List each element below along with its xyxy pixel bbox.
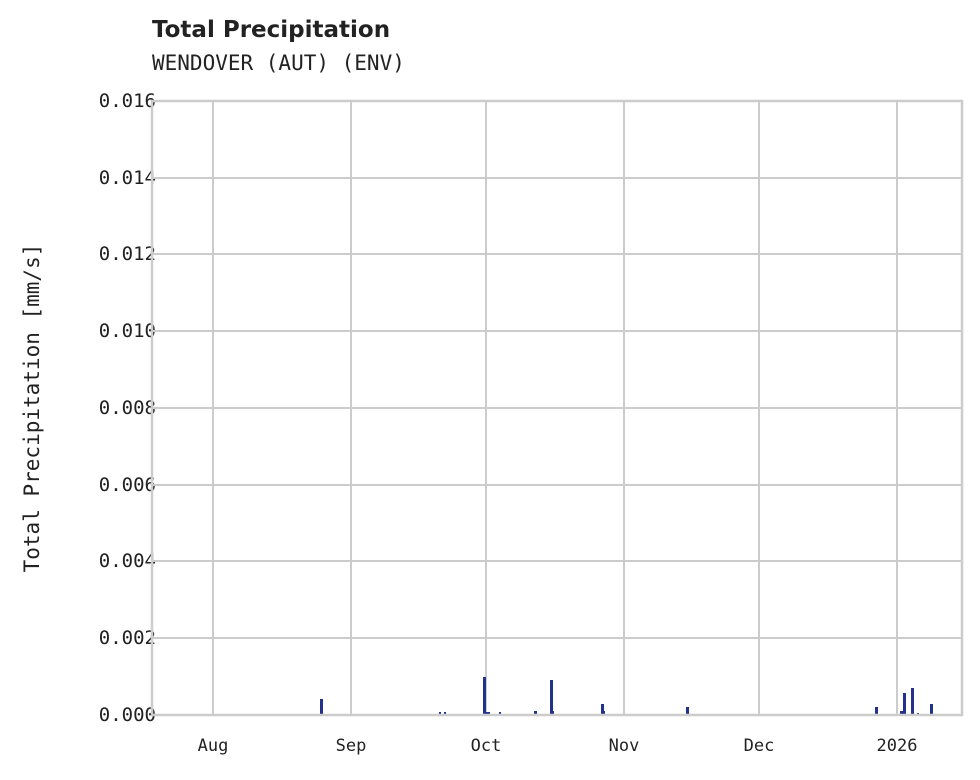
y-tick-label: 0.000: [98, 704, 156, 726]
x-tick-label: Dec: [743, 736, 775, 756]
y-tick-label: 0.006: [98, 474, 156, 496]
grid: [152, 101, 962, 715]
y-tick-label: 0.012: [98, 243, 156, 265]
y-tick-label: 0.016: [98, 90, 156, 112]
x-tick-label: Aug: [197, 736, 229, 756]
plot-frame: [150, 99, 964, 717]
x-tick-label: Oct: [470, 736, 502, 756]
x-tick-label: 2026: [876, 736, 918, 756]
y-tick-label: 0.002: [98, 627, 156, 649]
x-tick-label: Nov: [608, 736, 640, 756]
y-tick-label: 0.008: [98, 397, 156, 419]
y-tick-label: 0.004: [98, 550, 156, 572]
y-tick-label: 0.010: [98, 320, 156, 342]
y-tick-label: 0.014: [98, 167, 156, 189]
chart-title: Total Precipitation: [152, 17, 391, 43]
precipitation-bars: [320, 677, 933, 715]
chart-subtitle: WENDOVER (AUT) (ENV): [152, 51, 405, 75]
x-tick-label: Sep: [335, 736, 367, 756]
